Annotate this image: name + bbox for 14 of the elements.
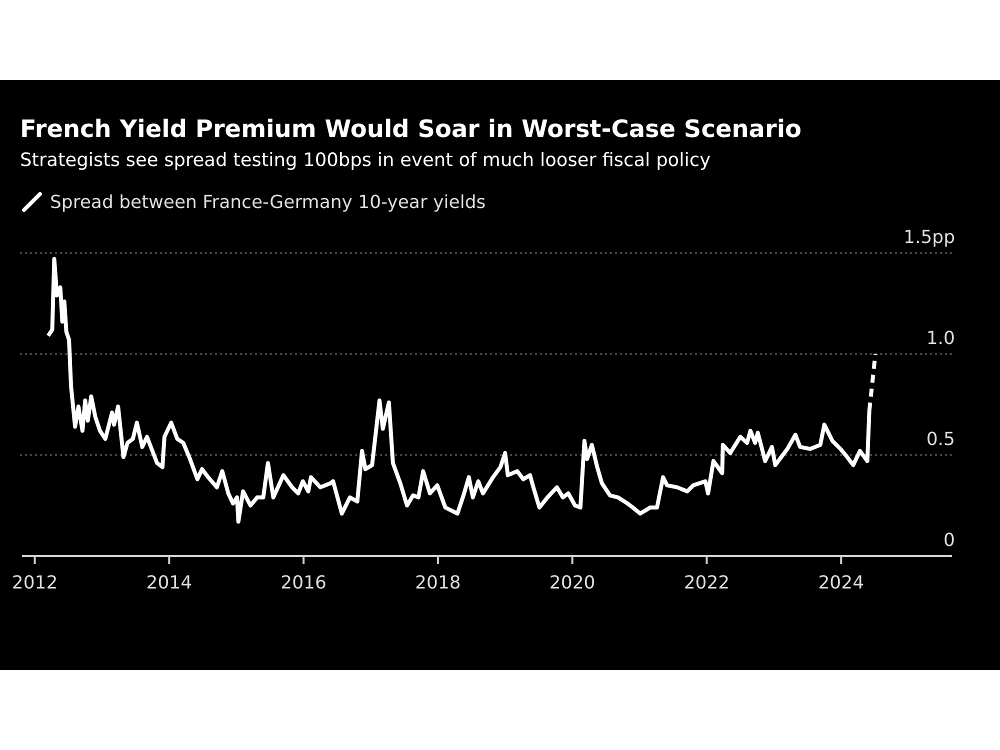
y-tick-label: 1.0 — [926, 328, 955, 349]
legend-label: Spread between France-Germany 10-year yields — [50, 192, 486, 213]
x-tick-label: 2018 — [415, 572, 461, 594]
y-tick-label: 1.5pp — [904, 227, 955, 248]
x-tick-label: 2016 — [280, 572, 326, 594]
chart-subtitle: Strategists see spread testing 100bps in event of much looser fiscal policy — [20, 150, 711, 171]
x-tick-label: 2020 — [549, 572, 596, 594]
x-tick-label: 2022 — [684, 572, 730, 594]
x-tick-label: 2012 — [12, 572, 58, 594]
y-tick-label: 0.5 — [926, 429, 955, 450]
x-tick-label: 2024 — [818, 572, 864, 594]
chart-title: French Yield Premium Would Soar in Worst-Case Scenario — [20, 115, 802, 143]
x-tick-label: 2014 — [146, 572, 192, 594]
y-tick-label: 0 — [944, 530, 955, 551]
